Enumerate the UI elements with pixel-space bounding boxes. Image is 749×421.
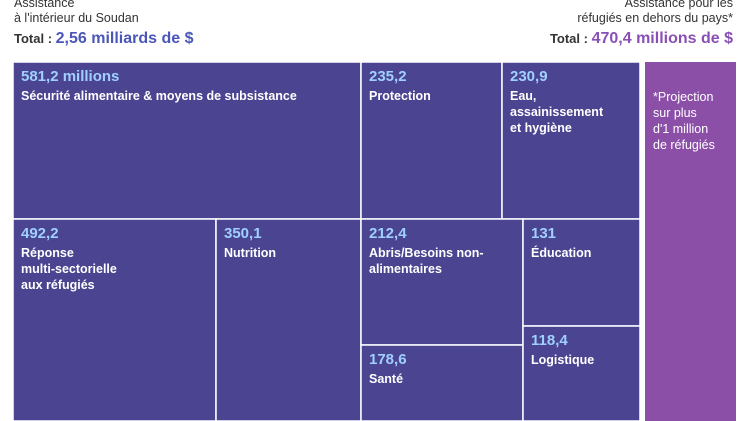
refugee-note-line-4: de réfugiés — [653, 138, 715, 152]
tile-eau-assainissement-et-hygiene-label-line-2: assainissement — [510, 105, 604, 119]
refugee-panel: *Projection sur plus d'1 million de réfugié… — [645, 62, 736, 421]
tile-protection-label-line-1: Protection — [369, 89, 431, 103]
right-header: Assistance pour les réfugiés en dehors d… — [549, 0, 733, 47]
tile-abris-besoins-non-alimentaires: 212,4 Abris/Besoins non-alimentaires — [360, 218, 524, 346]
right-total: Total : 470,4 millions de $ — [549, 30, 733, 47]
tile-reponse-multi-sectorielle-aux-refugies-label-line-2: multi-sectorielle — [21, 262, 117, 276]
refugee-note-line-2: sur plus — [653, 106, 697, 120]
tile-nutrition: 350,1 Nutrition — [215, 218, 362, 421]
left-total-value: 2,56 milliards de $ — [55, 30, 194, 47]
tile-securite-alimentaire-moyens-de-subsistance: 581,2 millions Sécurité alimentaire & moy… — [12, 61, 362, 220]
tile-nutrition-label-line-1: Nutrition — [224, 246, 276, 260]
tile-reponse-multi-sectorielle-aux-refugies-rect — [12, 218, 217, 421]
tile-reponse-multi-sectorielle-aux-refugies: 492,2 Réponse multi-sectorielle aux réfugié… — [12, 218, 217, 421]
tile-securite-alimentaire-moyens-de-subsistance-rect — [12, 61, 362, 220]
refugee-note-line-3: d'1 million — [653, 122, 708, 136]
tile-protection: 235,2 Protection — [360, 61, 503, 220]
tile-abris-besoins-non-alimentaires-value: 212,4 — [369, 225, 407, 242]
tile-abris-besoins-non-alimentaires-label-line-2: alimentaires — [369, 262, 442, 276]
right-title-line-2: réfugiés en dehors du pays* — [577, 11, 733, 25]
tile-logistique-value: 118,4 — [531, 332, 568, 349]
tile-sante-rect — [360, 344, 524, 421]
right-title-line-1: Assistance pour les — [624, 0, 733, 10]
refugee-panel-rect — [645, 62, 736, 421]
tile-education-rect — [522, 218, 641, 327]
tile-sante: 178,6 Santé — [360, 344, 524, 421]
tile-education-value: 131 — [531, 225, 556, 242]
tile-securite-alimentaire-moyens-de-subsistance-label-line-1: Sécurité alimentaire & moyens de subsist… — [21, 89, 297, 103]
tile-logistique: 118,4 Logistique — [522, 325, 641, 421]
tile-eau-assainissement-et-hygiene-label-line-1: Eau, — [510, 89, 536, 103]
tile-eau-assainissement-et-hygiene: 230,9 Eau, assainissement et hygiène — [501, 61, 641, 220]
left-total-label: Total : — [14, 31, 53, 46]
left-title-line-1: Assistance — [14, 0, 75, 10]
tile-sante-label-line-1: Santé — [369, 372, 403, 386]
tile-abris-besoins-non-alimentaires-label-line-1: Abris/Besoins non- — [369, 246, 484, 260]
tile-securite-alimentaire-moyens-de-subsistance-value: 581,2 millions — [21, 68, 119, 85]
tile-reponse-multi-sectorielle-aux-refugies-label-line-3: aux réfugiés — [21, 278, 95, 292]
tile-protection-value: 235,2 — [369, 68, 407, 85]
tile-logistique-label-line-1: Logistique — [531, 353, 594, 367]
tile-eau-assainissement-et-hygiene-value: 230,9 — [510, 68, 548, 85]
tile-protection-rect — [360, 61, 503, 220]
left-header: Assistance à l'intérieur du Soudan Total… — [14, 0, 194, 47]
tile-eau-assainissement-et-hygiene-rect — [501, 61, 641, 220]
right-total-value: 470,4 millions de $ — [591, 30, 733, 47]
tile-reponse-multi-sectorielle-aux-refugies-value: 492,2 — [21, 225, 59, 242]
tile-education-label-line-1: Éducation — [531, 245, 591, 260]
right-total-label: Total : — [549, 31, 588, 46]
refugee-note-line-1: *Projection — [653, 90, 713, 104]
tile-eau-assainissement-et-hygiene-label-line-3: et hygiène — [510, 121, 572, 135]
tile-logistique-rect — [522, 325, 641, 421]
left-title-line-2: à l'intérieur du Soudan — [14, 11, 139, 25]
left-total: Total : 2,56 milliards de $ — [14, 30, 194, 47]
tile-sante-value: 178,6 — [369, 351, 407, 368]
tile-nutrition-value: 350,1 — [224, 225, 262, 242]
tile-reponse-multi-sectorielle-aux-refugies-label-line-1: Réponse — [21, 246, 74, 260]
tile-education: 131 Éducation — [522, 218, 641, 327]
